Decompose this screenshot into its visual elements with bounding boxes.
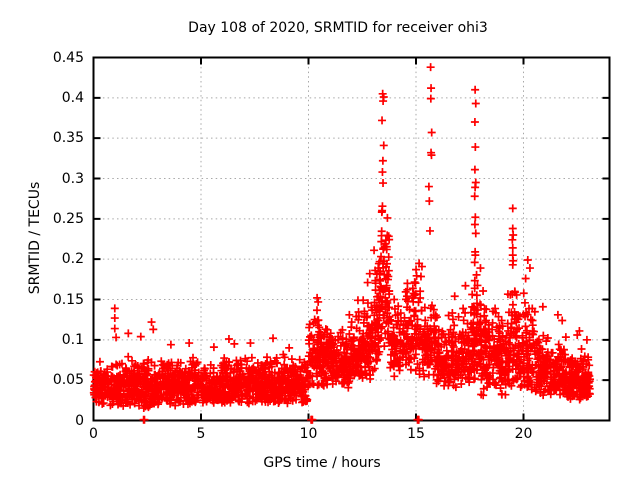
x-tick-label: 20 [514, 426, 533, 442]
y-tick-label: 0 [75, 412, 84, 429]
y-tick-label: 0.2 [61, 251, 84, 268]
y-tick-label: 0.3 [61, 170, 84, 187]
y-tick-label: 0.45 [52, 49, 84, 66]
y-tick-label: 0.1 [61, 331, 84, 348]
y-axis-label: SRMTID / TECUs [27, 181, 43, 295]
y-tick-label: 0.15 [52, 291, 84, 308]
x-axis-label: GPS time / hours [263, 455, 381, 471]
x-tick-label: 0 [89, 426, 98, 442]
y-tick-label: 0.4 [61, 89, 84, 106]
chart-title: Day 108 of 2020, SRMTID for receiver ohi… [188, 20, 488, 36]
y-tick-label: 0.35 [52, 130, 84, 147]
x-tick-label: 10 [299, 426, 318, 442]
y-tick-label: 0.25 [52, 210, 84, 227]
x-tick-label: 15 [407, 426, 425, 442]
x-tick-label: 5 [196, 426, 206, 442]
y-tick-label: 0.05 [52, 372, 84, 389]
